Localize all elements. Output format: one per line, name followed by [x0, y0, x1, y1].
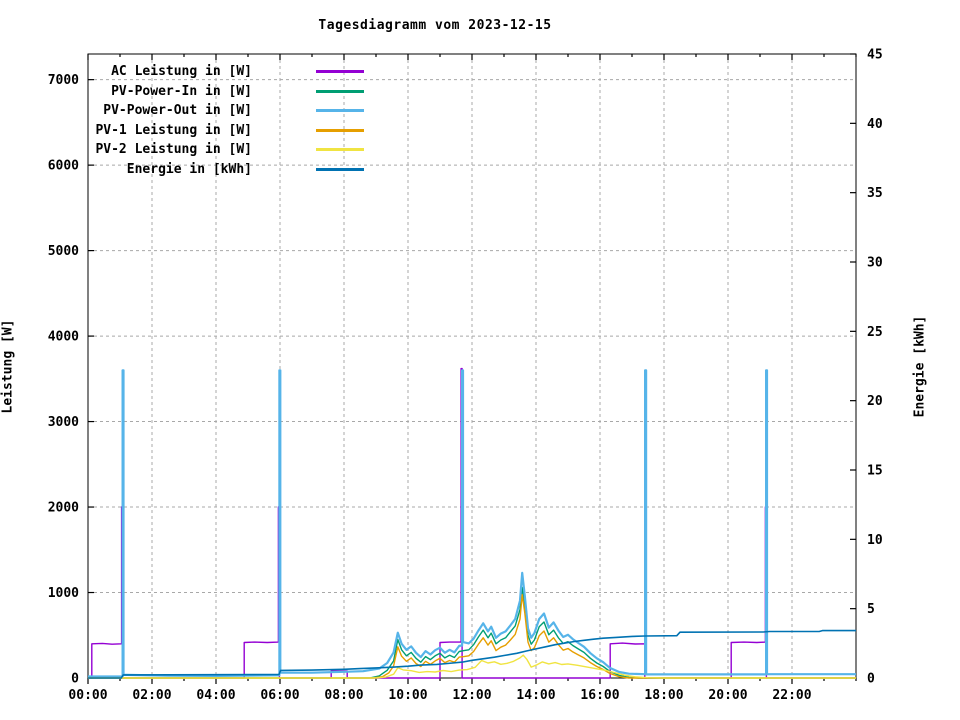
legend-label: Energie in [kWh]: [126, 161, 252, 177]
y-tick-label-right: 5: [867, 602, 875, 617]
legend-row-3: PV-1 Leistung in [W]: [0, 121, 364, 141]
legend-swatch: [316, 128, 364, 132]
x-tick-label: 12:00: [452, 688, 491, 703]
legend-label: PV-Power-In in [W]: [111, 83, 252, 99]
series-pv-power-in-in-w: [88, 586, 856, 679]
y-tick-label-right: 20: [867, 394, 883, 409]
legend-row-2: PV-Power-Out in [W]: [0, 101, 364, 121]
legend-swatch: [316, 167, 364, 171]
legend-swatch: [316, 89, 364, 93]
y-tick-label-right: 15: [867, 464, 883, 479]
series-pv-2-leistung-in-w: [88, 654, 856, 679]
x-tick-label: 20:00: [708, 688, 747, 703]
y-tick-label-right: 40: [867, 117, 883, 132]
legend-label: PV-Power-Out in [W]: [103, 103, 252, 119]
x-tick-label: 22:00: [772, 688, 811, 703]
series-pv-power-out-in-w: [88, 369, 856, 678]
legend-swatch: [316, 148, 364, 152]
y-tick-label-right: 10: [867, 533, 883, 548]
x-tick-label: 14:00: [516, 688, 555, 703]
y-tick-label-left: 1000: [48, 586, 79, 601]
legend-label: PV-1 Leistung in [W]: [95, 122, 252, 138]
legend-row-1: PV-Power-In in [W]: [0, 82, 364, 102]
legend-swatch: [316, 70, 364, 74]
y-tick-label-right: 45: [867, 48, 883, 63]
y-tick-label-left: 2000: [48, 501, 79, 516]
x-tick-label: 08:00: [324, 688, 363, 703]
y-tick-label-left: 3000: [48, 415, 79, 430]
legend: AC Leistung in [W] PV-Power-In in [W] PV-P…: [0, 62, 364, 179]
legend-row-4: PV-2 Leistung in [W]: [0, 140, 364, 160]
legend-row-5: Energie in [kWh]: [0, 160, 364, 180]
series-pv-1-leistung-in-w: [88, 594, 856, 679]
legend-swatch: [316, 109, 364, 113]
y-tick-label-left: 6000: [48, 159, 79, 174]
y-tick-label-left: 7000: [48, 73, 79, 88]
legend-row-0: AC Leistung in [W]: [0, 62, 364, 82]
y-tick-label-right: 0: [867, 672, 875, 687]
legend-label: PV-2 Leistung in [W]: [95, 142, 252, 158]
x-tick-label: 16:00: [580, 688, 619, 703]
y-tick-label-right: 35: [867, 186, 883, 201]
x-tick-label: 02:00: [132, 688, 171, 703]
x-tick-label: 04:00: [196, 688, 235, 703]
y-tick-label-right: 30: [867, 256, 883, 271]
y-tick-label-left: 4000: [48, 330, 79, 345]
chart-title: Tagesdiagramm vom 2023-12-15: [318, 18, 552, 33]
x-tick-label: 10:00: [388, 688, 427, 703]
series-energie-in-kwh: [88, 629, 856, 679]
legend-label: AC Leistung in [W]: [111, 64, 252, 80]
x-tick-label: 06:00: [260, 688, 299, 703]
x-tick-label: 18:00: [644, 688, 683, 703]
y-tick-label-left: 5000: [48, 244, 79, 259]
y-tick-label-left: 0: [71, 672, 79, 687]
y-tick-label-right: 25: [867, 325, 883, 340]
x-tick-label: 00:00: [68, 688, 107, 703]
